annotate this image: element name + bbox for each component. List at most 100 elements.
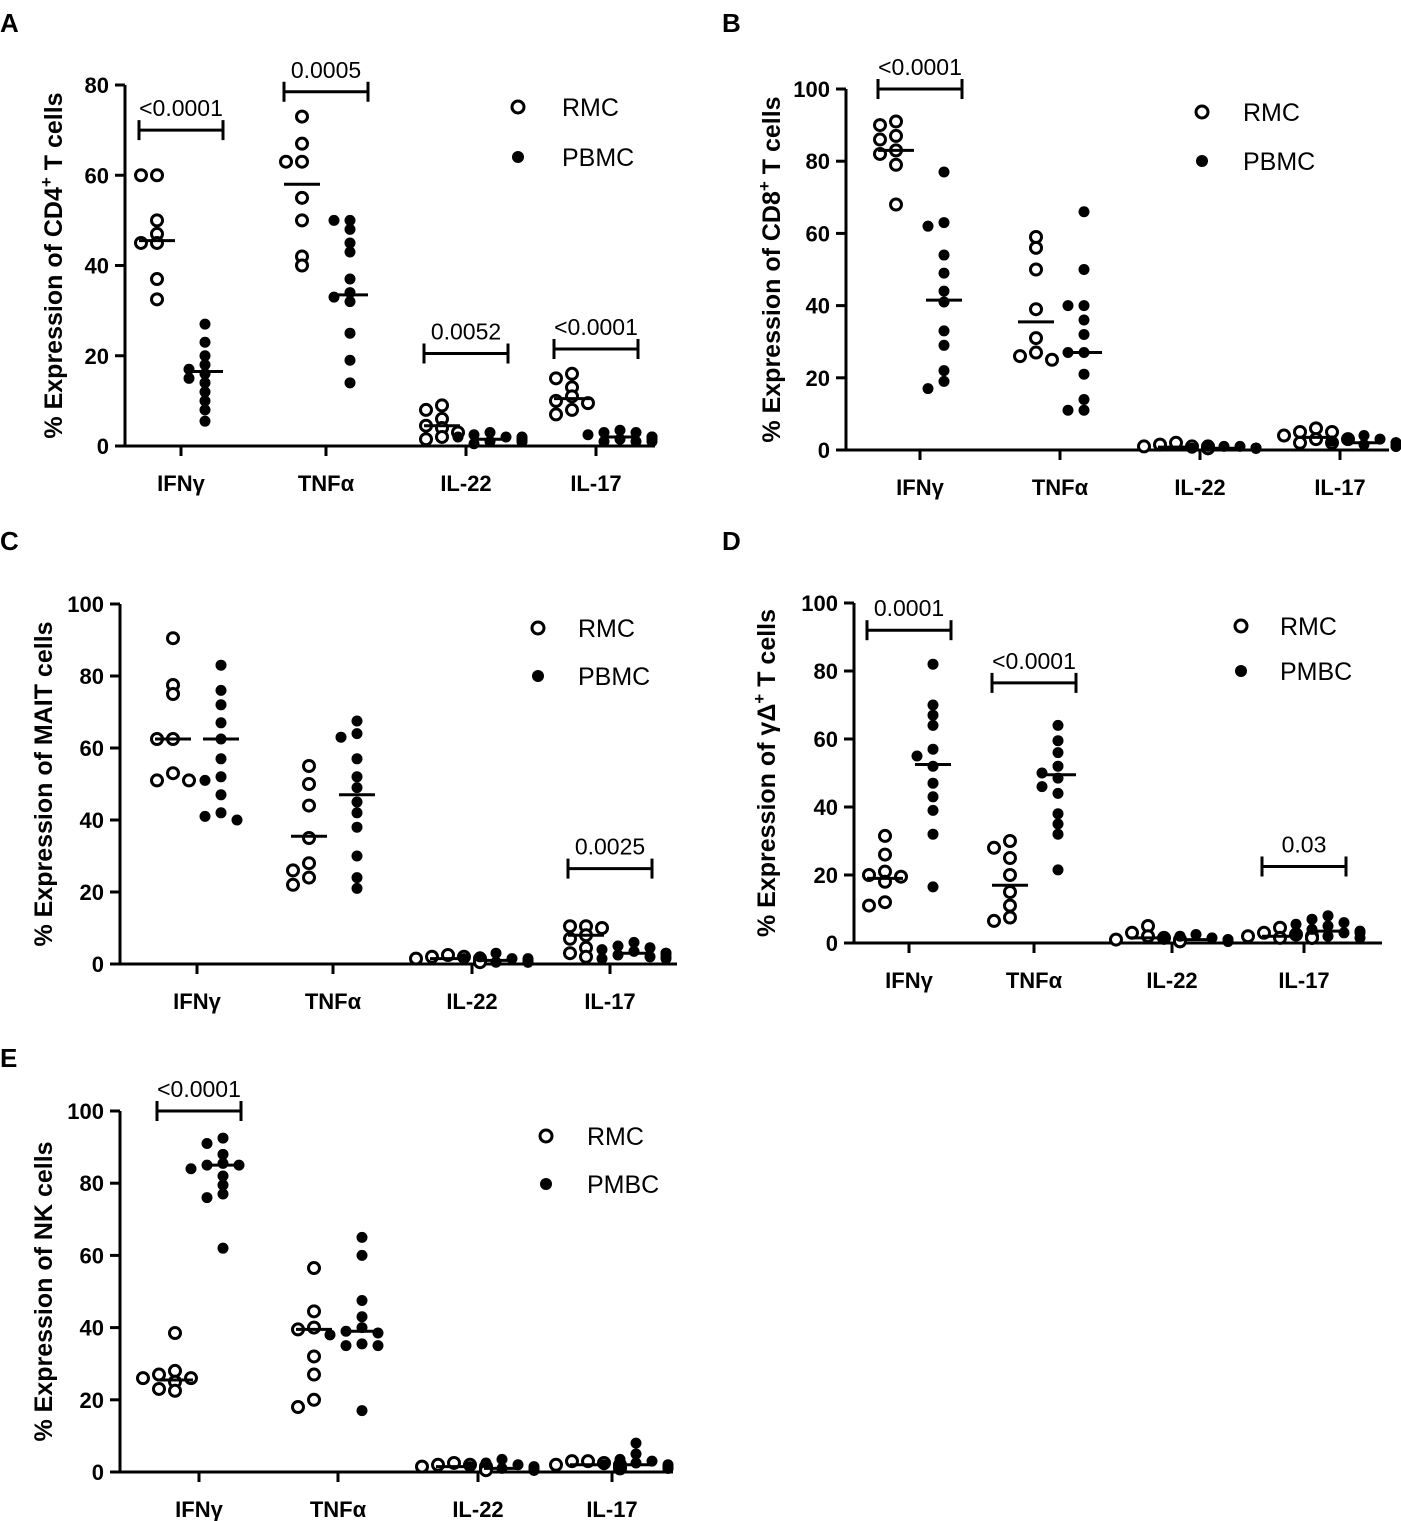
point-rmc <box>565 389 579 404</box>
point-rmc <box>136 1371 150 1386</box>
point-rmc <box>889 197 903 212</box>
point-rmc <box>166 631 180 646</box>
legend-label: RMC <box>1280 613 1337 641</box>
category-label: TNFα <box>310 1497 367 1521</box>
point-rmc <box>894 869 908 884</box>
legend-marker-pbmc <box>512 151 524 163</box>
point-pbmc <box>344 327 356 339</box>
point-pbmc <box>185 1163 197 1175</box>
y-axis-label-main: % Expression of NK cells <box>30 1141 58 1441</box>
point-pbmc <box>938 365 950 377</box>
legend-marker-pbmc <box>532 670 544 682</box>
point-pbmc <box>1338 917 1350 929</box>
point-pbmc <box>1306 913 1318 925</box>
point-pbmc <box>1052 735 1064 747</box>
point-pbmc <box>201 1192 213 1204</box>
point-rmc <box>1141 929 1155 944</box>
point-pbmc <box>1222 935 1234 947</box>
point-pbmc <box>496 1453 508 1465</box>
category-label: TNFα <box>305 989 362 1014</box>
y-tick-label: 60 <box>80 1243 104 1268</box>
legend-marker-rmc <box>1233 618 1249 634</box>
point-pbmc <box>484 426 496 438</box>
point-rmc <box>134 235 148 250</box>
point-rmc <box>431 1457 445 1472</box>
point-rmc <box>878 828 892 843</box>
point-pbmc <box>351 850 363 862</box>
point-rmc <box>889 157 903 172</box>
point-pbmc <box>215 659 227 671</box>
legend-marker-pbmc <box>1235 665 1247 677</box>
point-rmc <box>150 235 164 250</box>
point-rmc <box>1003 868 1017 882</box>
legend-label: RMC <box>562 94 619 122</box>
point-pbmc <box>1062 300 1074 312</box>
y-axis-label-main: % Expression of MAIT cells <box>30 621 58 946</box>
legend-marker-pbmc <box>540 1178 552 1190</box>
point-rmc <box>302 798 316 813</box>
category-label: IL-22 <box>452 1497 503 1521</box>
y-axis-label-sup: + <box>37 177 56 187</box>
category-label: TNFα <box>1006 968 1063 993</box>
point-pbmc <box>340 1340 352 1352</box>
point-pbmc <box>351 715 363 727</box>
point-pbmc <box>938 375 950 387</box>
y-tick-label: 0 <box>92 952 104 977</box>
category-label: IFNγ <box>157 471 205 496</box>
point-pbmc <box>1358 439 1370 451</box>
point-pbmc <box>1062 404 1074 416</box>
point-pbmc <box>528 1464 540 1476</box>
panel-a: A 0 20 40 60 80 IFNγ TNFα IL-22 IL-17 % Expression… <box>0 8 658 496</box>
point-pbmc <box>490 947 502 959</box>
y-axis-label: % Expression of CD4+ T cells <box>37 92 68 438</box>
legend-label: PBMC <box>562 144 634 172</box>
y-tick-label: 60 <box>80 736 104 761</box>
y-axis-label-tail: T cells <box>758 96 786 181</box>
point-pbmc <box>506 953 518 965</box>
pvalue-label: <0.0001 <box>554 314 638 340</box>
point-pbmc <box>1078 264 1090 275</box>
point-pbmc <box>215 753 227 765</box>
point-pbmc <box>199 395 211 407</box>
category-label: IL-17 <box>586 1497 637 1521</box>
y-axis-label-sup: + <box>750 694 769 704</box>
legend-marker-rmc <box>1194 104 1210 120</box>
point-rmc <box>435 429 449 444</box>
point-pbmc <box>328 214 340 226</box>
point-pbmc <box>1390 440 1401 452</box>
point-pbmc <box>1202 440 1214 452</box>
point-pbmc <box>344 273 356 285</box>
point-rmc <box>286 863 300 878</box>
point-rmc <box>1029 240 1043 255</box>
panel-d: D 0 20 40 60 80 100 IFNγ TNFα IL-22 IL-17 % Express… <box>722 526 1382 993</box>
y-tick-label: 80 <box>80 1171 104 1196</box>
y-tick-label: 20 <box>814 863 838 888</box>
point-pbmc <box>630 1437 642 1449</box>
category-label: IFNγ <box>885 968 933 993</box>
point-pbmc <box>1052 808 1064 820</box>
category-label: IL-17 <box>1278 968 1329 993</box>
point-rmc <box>152 1381 166 1396</box>
y-tick-label: 20 <box>806 366 830 391</box>
legend-label: RMC <box>587 1123 644 1151</box>
category-label: IL-22 <box>1146 968 1197 993</box>
point-pbmc <box>1322 920 1334 932</box>
point-pbmc <box>927 658 939 670</box>
legend-label: PMBC <box>1280 658 1352 686</box>
point-pbmc <box>660 953 672 965</box>
point-pbmc <box>335 731 347 743</box>
point-pbmc <box>344 354 356 366</box>
pvalue-label: <0.0001 <box>992 648 1076 674</box>
point-pbmc <box>927 828 939 840</box>
point-pbmc <box>938 339 950 351</box>
panel-label: C <box>0 526 19 556</box>
point-pbmc <box>344 214 356 226</box>
panel-b: B 0 20 40 60 80 100 IFNγ TNFα IL-22 IL-17 % Express… <box>722 8 1401 500</box>
pvalue-label: 0.0005 <box>291 57 361 83</box>
category-label: TNFα <box>1032 475 1089 500</box>
point-pbmc <box>922 220 934 232</box>
point-rmc <box>295 109 309 124</box>
point-rmc <box>1137 439 1151 454</box>
category-label: IL-17 <box>1314 475 1365 500</box>
